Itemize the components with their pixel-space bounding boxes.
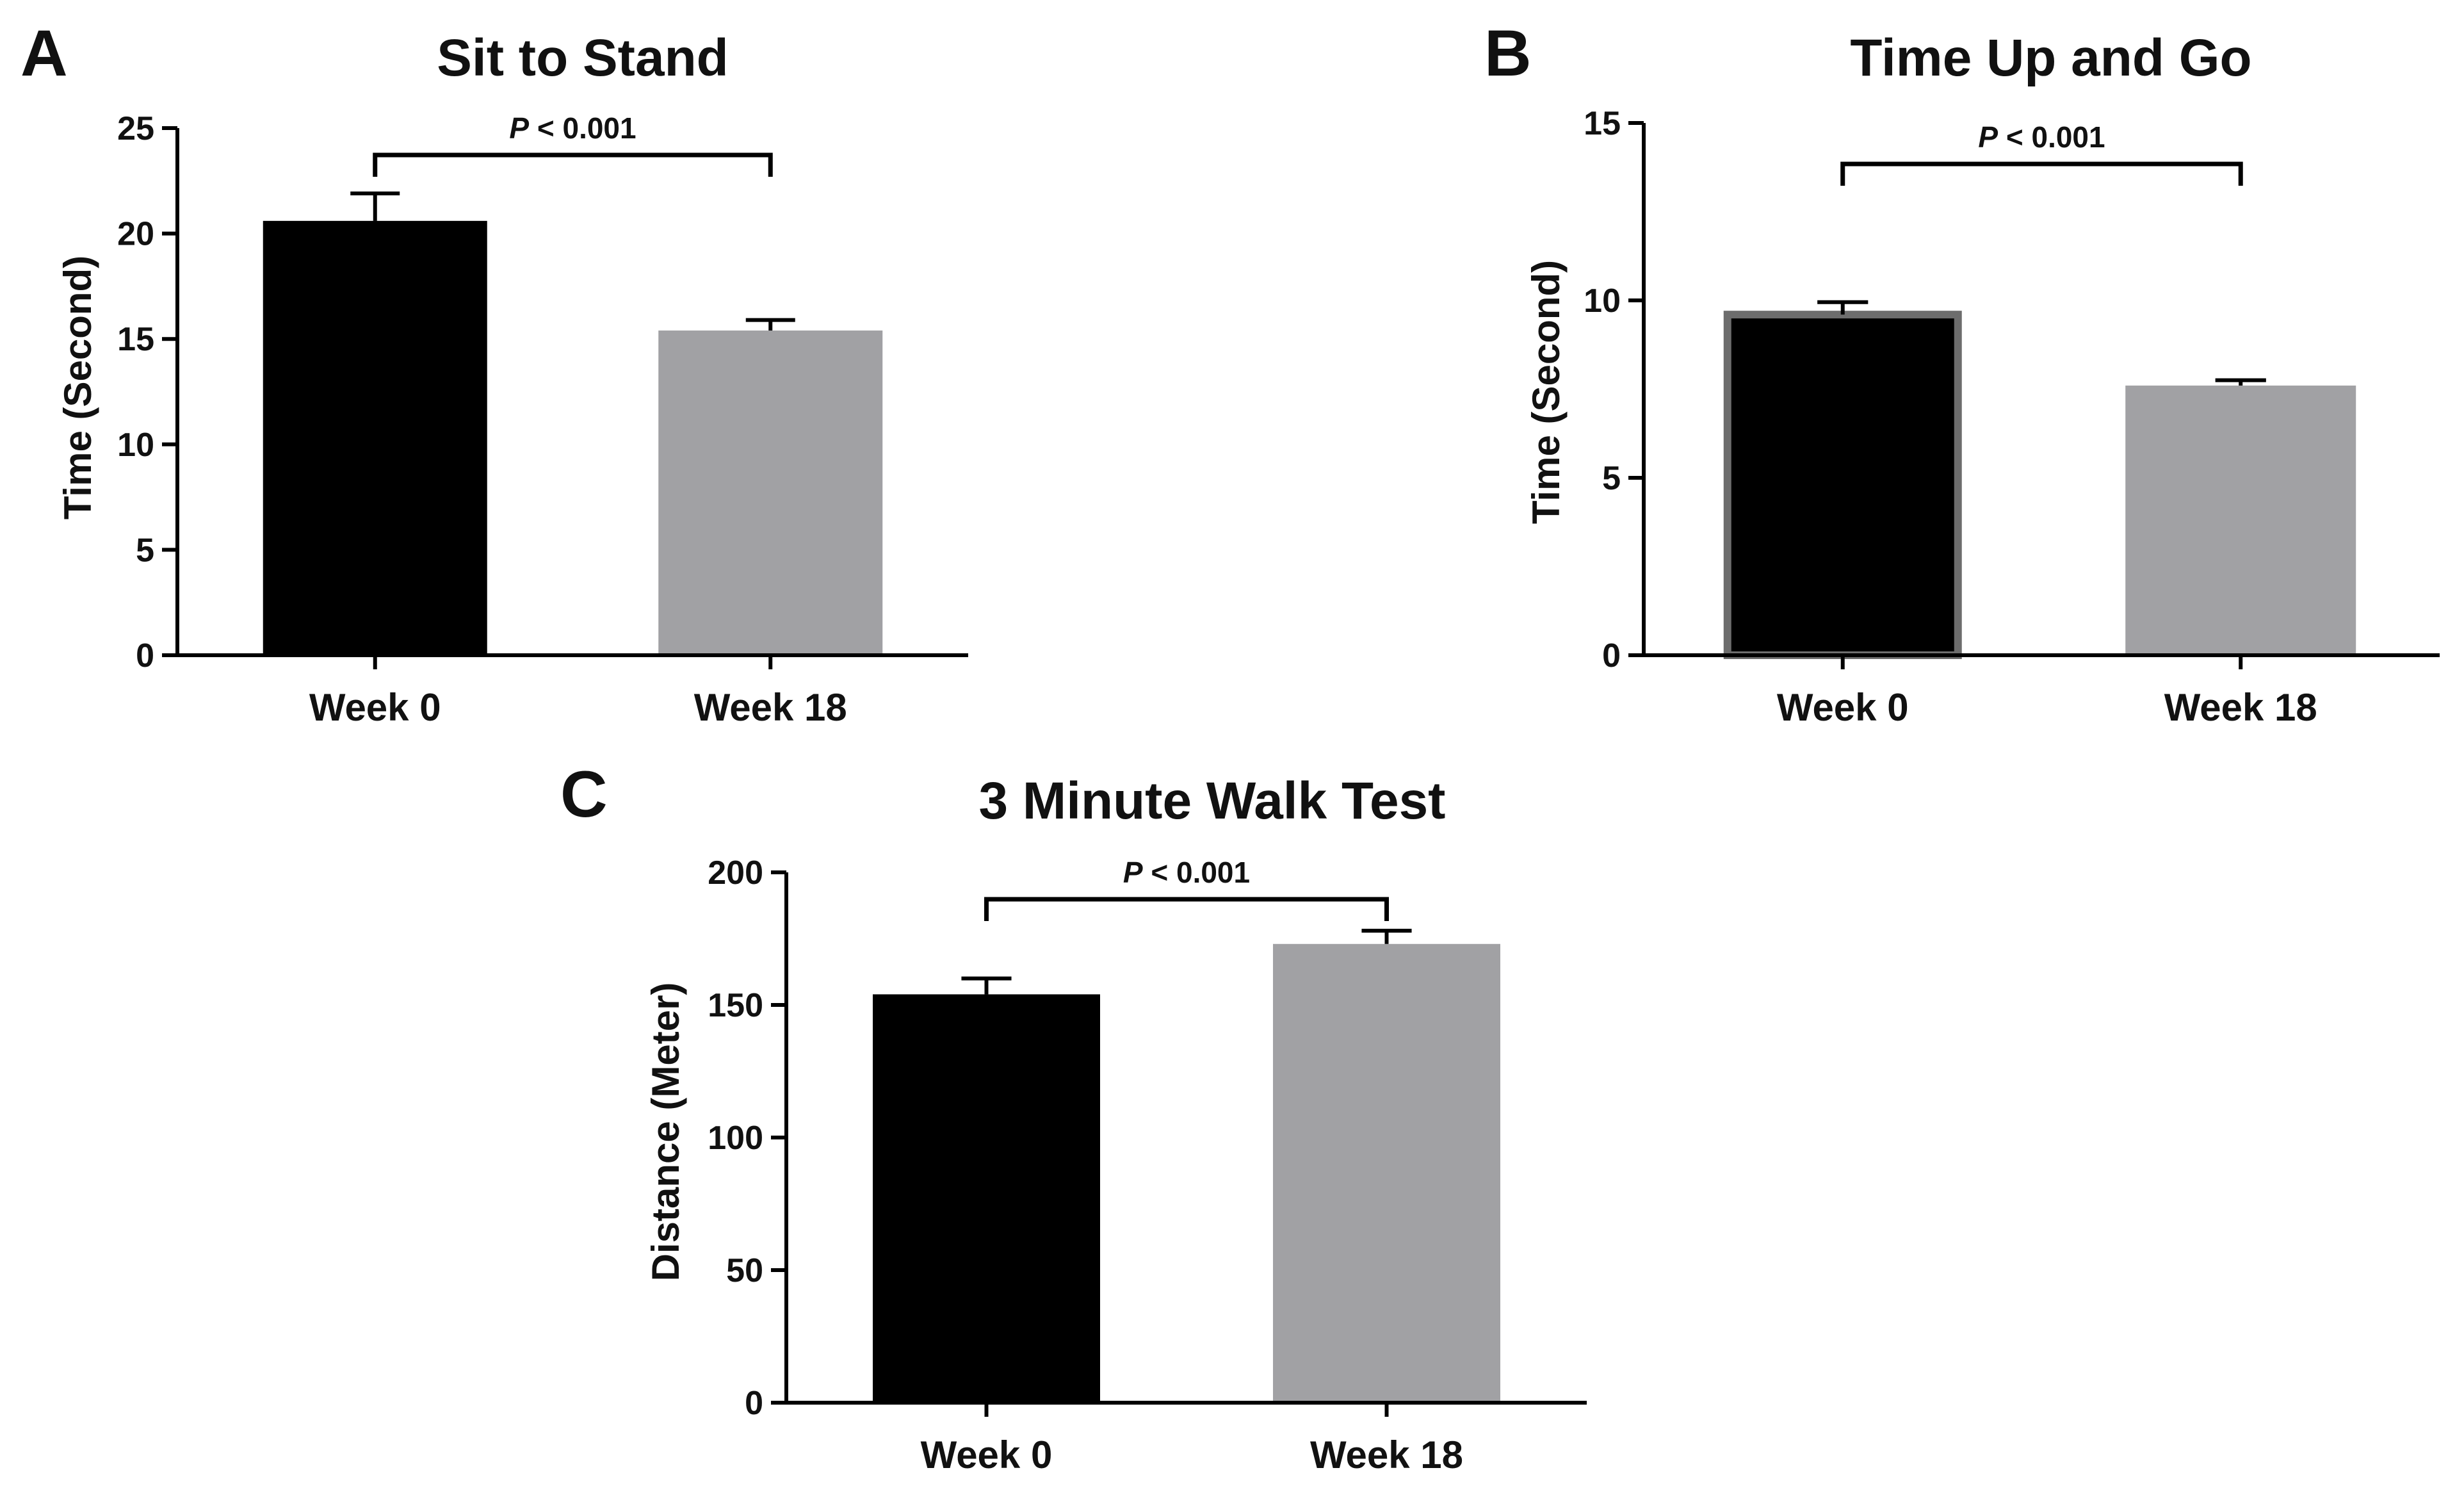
y-axis-label: Time (Second) — [56, 256, 99, 519]
x-tick-label: Week 0 — [921, 1433, 1053, 1476]
y-tick-label: 200 — [708, 854, 763, 892]
x-tick-label: Week 0 — [1777, 686, 1909, 729]
bar — [1723, 311, 1962, 660]
significance-label: P < 0.001 — [1123, 856, 1250, 889]
p-value: < 0.001 — [1998, 120, 2105, 154]
y-tick-label: 25 — [117, 110, 154, 147]
x-tick-label: Week 18 — [694, 686, 847, 729]
y-tick-label: 0 — [1602, 637, 1621, 674]
p-symbol: P — [1978, 120, 1998, 154]
significance-bracket — [984, 897, 1389, 921]
chart-title: Sit to Stand — [437, 29, 729, 87]
y-tick-label: 150 — [708, 987, 763, 1024]
y-tick-label: 50 — [726, 1252, 763, 1289]
p-value: < 0.001 — [1143, 856, 1251, 889]
bar — [873, 994, 1100, 1403]
significance-bracket — [1840, 161, 2243, 186]
y-tick-label: 0 — [136, 637, 154, 674]
y-tick-label: 0 — [745, 1385, 763, 1422]
panel-letter: B — [1484, 17, 1532, 90]
panel-b: B Time Up and Go Time (Second) 0 5 10 15 Wee… — [1484, 17, 2440, 729]
y-tick-label: 10 — [1584, 282, 1621, 320]
x-tick-label: Week 18 — [1310, 1433, 1463, 1476]
y-axis-label: Distance (Meter) — [644, 983, 687, 1282]
bar — [2125, 385, 2356, 655]
panel-letter: C — [560, 758, 608, 831]
y-tick-label: 100 — [708, 1120, 763, 1157]
y-tick-label: 5 — [136, 532, 154, 569]
x-tick-label: Week 18 — [2164, 686, 2317, 729]
significance-label: P < 0.001 — [509, 111, 636, 145]
y-tick-label: 5 — [1602, 460, 1621, 497]
y-axis-label: Time (Second) — [1525, 260, 1568, 524]
y-tick-label: 15 — [1584, 105, 1621, 142]
y-tick-label: 10 — [117, 427, 154, 464]
panel-letter: A — [20, 17, 68, 90]
p-value: < 0.001 — [529, 111, 636, 145]
p-symbol: P — [1123, 856, 1143, 889]
chart-title: 3 Minute Walk Test — [979, 772, 1446, 830]
bar — [1273, 943, 1500, 1403]
bar — [263, 220, 487, 655]
p-symbol: P — [509, 111, 529, 145]
significance-label: P < 0.001 — [1978, 120, 2105, 154]
x-tick-label: Week 0 — [309, 686, 441, 729]
panel-a: A Sit to Stand Time (Second) 0 5 10 15 20 25 W… — [20, 17, 968, 729]
y-tick-label: 15 — [117, 321, 154, 358]
panel-c: C 3 Minute Walk Test Distance (Meter) 0 5… — [560, 758, 1587, 1476]
significance-bracket — [373, 152, 773, 177]
bar — [658, 330, 883, 655]
y-tick-label: 20 — [117, 216, 154, 253]
chart-title: Time Up and Go — [1850, 29, 2251, 87]
